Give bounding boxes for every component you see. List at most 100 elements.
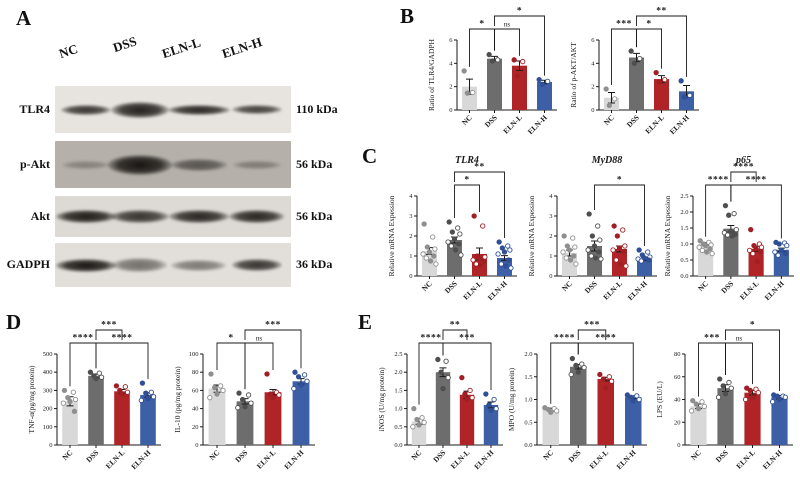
scatter-point <box>733 226 739 233</box>
scatter-point <box>139 380 146 386</box>
scatter-point <box>600 376 607 382</box>
scatter-point <box>520 58 526 65</box>
y-tick-label: 1.0 <box>680 241 688 248</box>
sig-label: ns <box>736 335 743 343</box>
sig-label: * <box>479 20 484 30</box>
bar-eln-h <box>483 404 499 445</box>
protein-label: TLR4 <box>19 101 50 116</box>
x-category-label: ELN-H <box>486 279 509 302</box>
scatter-point <box>150 394 157 400</box>
y-tick-label: 20 <box>192 424 199 431</box>
sig-bracket <box>244 329 302 369</box>
scatter-point <box>508 265 514 271</box>
scatter-point <box>704 249 710 255</box>
scatter-point <box>456 241 462 247</box>
x-category-label: ELN-L <box>738 279 761 302</box>
scatter-point <box>656 79 663 85</box>
scatter-point <box>489 58 496 64</box>
scatter-point <box>628 394 634 400</box>
scatter-point <box>430 234 436 240</box>
sig-label: * <box>464 176 469 186</box>
blot-band <box>229 210 285 223</box>
panel-western-blot: A NC DSS ELN-L ELN-H TLR4 110 kDa p-Akt 56 kDa… <box>0 0 352 312</box>
y-tick-label: 400 <box>43 369 53 376</box>
scatter-point <box>501 249 508 255</box>
bar-eln-l <box>512 65 527 110</box>
scatter-point <box>493 405 499 412</box>
scatter-point <box>597 371 603 378</box>
x-category-label: DSS <box>583 279 599 295</box>
x-category-label: ELN-H <box>614 448 637 471</box>
scatter-point <box>207 395 213 401</box>
scatter-point <box>506 257 512 263</box>
chart-svg: 0 2 4 6 Ratio of TLR4/GADPH NC DSS ELN-L ELN-H * n… <box>427 7 557 136</box>
scatter-point <box>488 407 494 414</box>
y-tick-label: 0.5 <box>394 424 402 431</box>
x-category-label: ELN-L <box>643 113 666 136</box>
x-category-label: NC <box>460 113 474 127</box>
sig-label: ** <box>656 7 667 17</box>
scatter-point <box>440 385 446 392</box>
sig-label: *** <box>584 321 600 331</box>
scatter-point <box>693 401 699 407</box>
y-tick-label: 100 <box>189 351 199 358</box>
sig-bracket <box>494 15 545 76</box>
blot-band <box>60 104 111 115</box>
y-tick-label: 0 <box>49 442 52 449</box>
y-tick-label: 0.5 <box>680 257 688 264</box>
scatter-point <box>98 374 105 380</box>
scatter-point <box>435 356 441 363</box>
scatter-point <box>782 394 788 400</box>
bar-eln-l <box>654 79 669 110</box>
scatter-point <box>481 259 487 265</box>
scatter-point <box>467 387 473 394</box>
scatter-point <box>470 257 476 263</box>
scatter-point <box>482 254 488 260</box>
scatter-point <box>245 392 252 398</box>
bar-dss <box>447 240 462 276</box>
scatter-point <box>611 223 617 229</box>
scatter-point <box>449 229 456 235</box>
scatter-point <box>292 369 298 375</box>
blot-strip-gadph <box>55 243 291 287</box>
y-tick-label: 1 <box>409 253 412 260</box>
chart-mrna-p65: 0.0 0.5 1.0 1.5 2.0 2.5 Relative mRNA Expessio… <box>662 150 799 310</box>
scatter-point <box>427 258 434 264</box>
scatter-point <box>585 247 591 253</box>
x-category-label: ELN-H <box>626 279 649 302</box>
bar-eln-h <box>140 394 156 445</box>
scatter-point <box>687 92 693 99</box>
scatter-point <box>722 202 729 209</box>
sig-label: ns <box>504 21 511 29</box>
scatter-point <box>560 249 566 255</box>
protein-label: Akt <box>30 208 50 223</box>
scatter-point <box>459 375 465 381</box>
bar-nc <box>62 401 78 445</box>
blot-band <box>55 258 116 272</box>
scatter-point <box>421 419 427 426</box>
sig-bracket <box>577 342 634 391</box>
scatter-point <box>267 391 274 397</box>
scatter-point <box>749 394 756 400</box>
protein-label: GADPH <box>6 257 50 271</box>
chart-svg: 0.0 0.5 1.0 1.5 2.0 2.5 iNOS (U/mg protein) NC D… <box>377 321 503 471</box>
scatter-point <box>748 226 754 233</box>
scatter-point <box>621 249 627 255</box>
scatter-point <box>612 96 618 102</box>
chart-inos: 0.0 0.5 1.0 1.5 2.0 2.5 iNOS (U/mg protein) NC D… <box>376 318 508 479</box>
y-tick-label: 3 <box>409 213 412 220</box>
bar-eln-l <box>459 394 475 445</box>
panel-label-d: D <box>6 310 22 334</box>
scatter-point <box>505 243 511 249</box>
bar-dss <box>236 401 254 445</box>
scatter-point <box>606 374 612 380</box>
bar-dss <box>487 58 502 110</box>
bar-dss <box>717 388 734 445</box>
scatter-point <box>476 256 483 262</box>
chart-title: MyD88 <box>591 155 623 166</box>
scatter-point <box>775 252 781 258</box>
scatter-point <box>622 243 628 249</box>
scatter-point <box>93 375 99 382</box>
scatter-point <box>469 395 475 401</box>
scatter-point <box>420 251 426 257</box>
